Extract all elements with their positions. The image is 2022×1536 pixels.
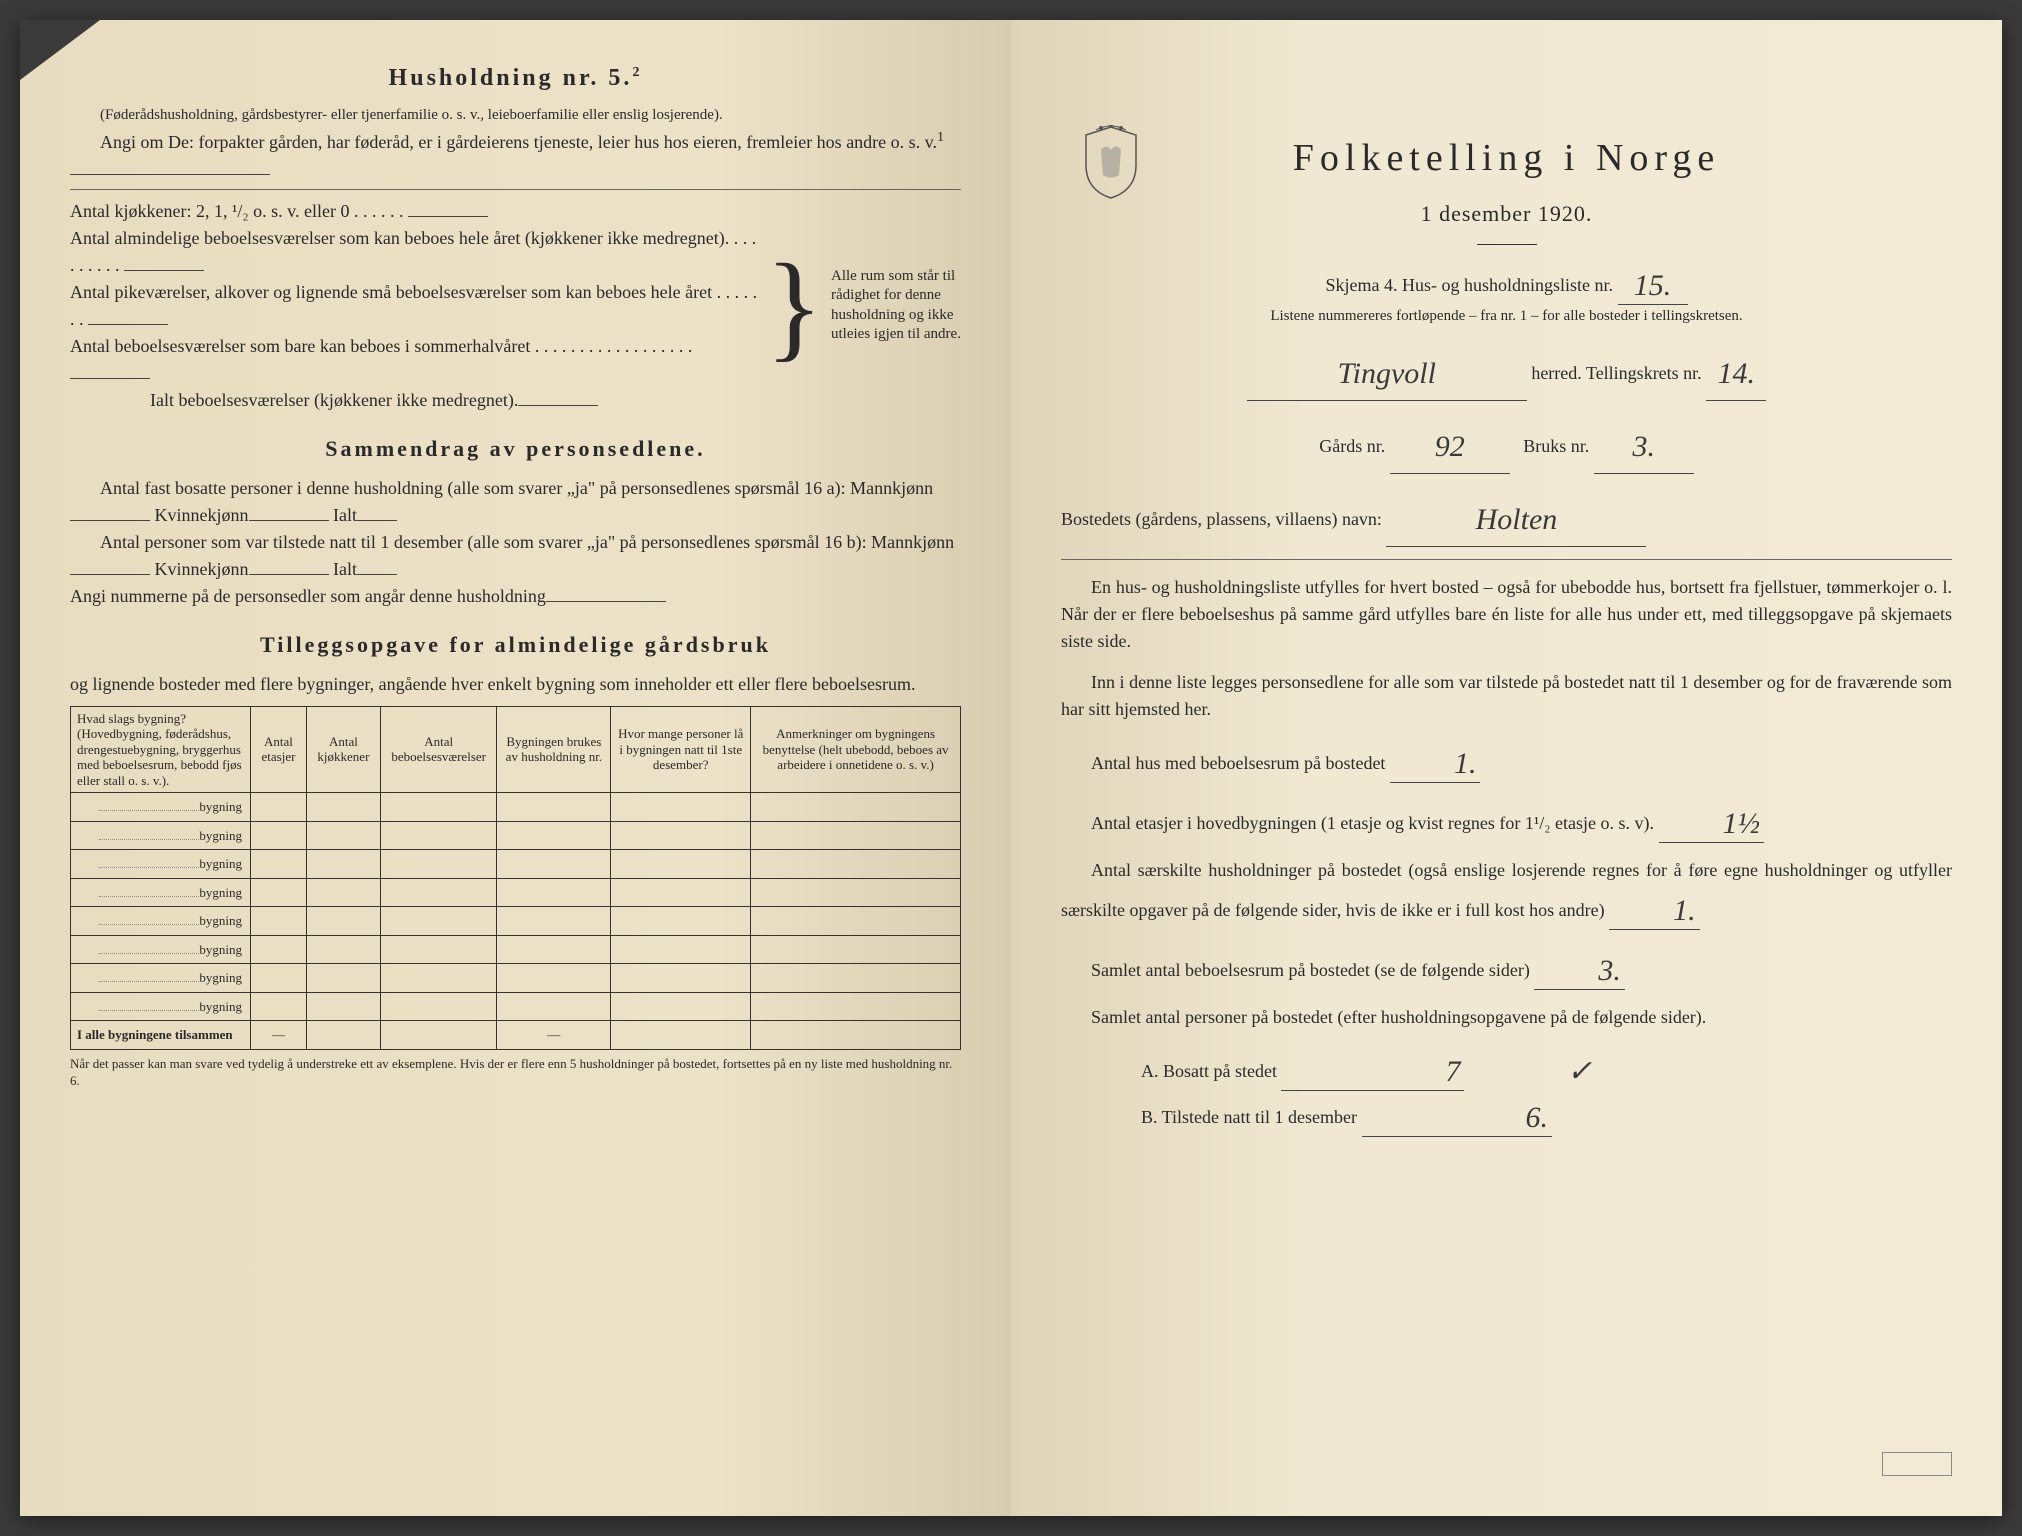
col-floors: Antal etasjer xyxy=(251,706,307,793)
table-row: bygning xyxy=(71,878,961,907)
q3: Antal særskilte husholdninger på bostede… xyxy=(1061,857,1952,930)
household-subnote: (Føderådshusholdning, gårdsbestyrer- ell… xyxy=(70,104,961,127)
rooms-total: Ialt beboelsesværelser (kjøkkener ikke m… xyxy=(70,387,757,414)
summary-line-3: Angi nummerne på de personsedler som ang… xyxy=(70,583,961,610)
para-1: En hus- og husholdningsliste utfylles fo… xyxy=(1061,574,1952,655)
q5: Samlet antal personer på bostedet (efter… xyxy=(1061,1004,1952,1031)
tillegg-sub: og lignende bosteder med flere bygninger… xyxy=(70,671,961,698)
printer-stamp xyxy=(1882,1452,1952,1476)
tillegg-title: Tilleggsopgave for almindelige gårdsbruk xyxy=(70,628,961,661)
q4: Samlet antal beboelsesrum på bostedet (s… xyxy=(1061,944,1952,990)
col-type: Hvad slags bygning? (Hovedbygning, føder… xyxy=(71,706,251,793)
left-page: Husholdning nr. 5.2 (Føderådshusholdning… xyxy=(20,20,1011,1516)
para-2: Inn i denne liste legges personsedlene f… xyxy=(1061,669,1952,723)
table-row: bygning xyxy=(71,964,961,993)
right-page: Folketelling i Norge 1 desember 1920. Sk… xyxy=(1011,20,2002,1516)
rooms-line-1: Antal almindelige beboelsesværelser som … xyxy=(70,225,757,279)
title-rule xyxy=(1477,244,1537,245)
angi-line: Angi om De: forpakter gården, har føderå… xyxy=(70,127,961,183)
table-row: bygning xyxy=(71,907,961,936)
title-date: 1 desember 1920. xyxy=(1061,197,1952,230)
skjema-line: Skjema 4. Hus- og husholdningsliste nr. … xyxy=(1061,259,1952,305)
table-total-row: I alle bygningene tilsammen —— xyxy=(71,1021,961,1050)
buildings-table: Hvad slags bygning? (Hovedbygning, føder… xyxy=(70,706,961,1050)
qA: A. Bosatt på stedet 7 ✓ xyxy=(1061,1045,1952,1091)
table-row: bygning xyxy=(71,935,961,964)
brace-symbol: } xyxy=(765,258,823,354)
col-rooms: Antal beboelsesværelser xyxy=(380,706,497,793)
summary-line-2: Antal personer som var tilstede natt til… xyxy=(70,529,961,583)
rooms-line-3: Antal beboelsesværelser som bare kan beb… xyxy=(70,333,757,387)
summary-line-1: Antal fast bosatte personer i denne hush… xyxy=(70,475,961,529)
rooms-line-2: Antal pikeværelser, alkover og lignende … xyxy=(70,279,757,333)
document-spread: Husholdning nr. 5.2 (Føderådshusholdning… xyxy=(20,20,2002,1516)
gards-line: Gårds nr. 92 Bruks nr. 3. xyxy=(1061,413,1952,474)
table-row: bygning xyxy=(71,992,961,1021)
qB: B. Tilstede natt til 1 desember 6. xyxy=(1061,1091,1952,1137)
table-header-row: Hvad slags bygning? (Hovedbygning, føder… xyxy=(71,706,961,793)
buildings-tbody: bygning bygning bygning bygning bygning … xyxy=(71,793,961,1021)
q2: Antal etasjer i hovedbygningen (1 etasje… xyxy=(1061,797,1952,843)
bosted-line: Bostedets (gårdens, plassens, villaens) … xyxy=(1061,486,1952,547)
kitchens-line: Antal kjøkkener: 2, 1, ¹/₂ o. s. v. elle… xyxy=(70,198,757,225)
coat-of-arms-icon xyxy=(1081,125,1141,200)
rooms-brace-section: Antal kjøkkener: 2, 1, ¹/₂ o. s. v. elle… xyxy=(70,198,961,414)
col-remarks: Anmerkninger om bygningens benyttelse (h… xyxy=(751,706,961,793)
q1: Antal hus med beboelsesrum på bostedet 1… xyxy=(1061,737,1952,783)
listene-note: Listene nummereres fortløpende – fra nr.… xyxy=(1061,305,1952,328)
col-persons: Hvor mange personer lå i bygningen natt … xyxy=(611,706,751,793)
table-row: bygning xyxy=(71,793,961,822)
col-household: Bygningen brukes av husholdning nr. xyxy=(497,706,611,793)
herred-line: Tingvoll herred. Tellingskrets nr. 14. xyxy=(1061,340,1952,401)
brace-text: Alle rum som står til rådighet for denne… xyxy=(831,267,961,345)
table-row: bygning xyxy=(71,850,961,879)
footnote: Når det passer kan man svare ved tydelig… xyxy=(70,1056,961,1090)
table-row: bygning xyxy=(71,821,961,850)
household-heading: Husholdning nr. 5.2 xyxy=(70,60,961,96)
main-title: Folketelling i Norge xyxy=(1061,130,1952,187)
summary-title: Sammendrag av personsedlene. xyxy=(70,432,961,465)
col-kitchens: Antal kjøkkener xyxy=(306,706,380,793)
